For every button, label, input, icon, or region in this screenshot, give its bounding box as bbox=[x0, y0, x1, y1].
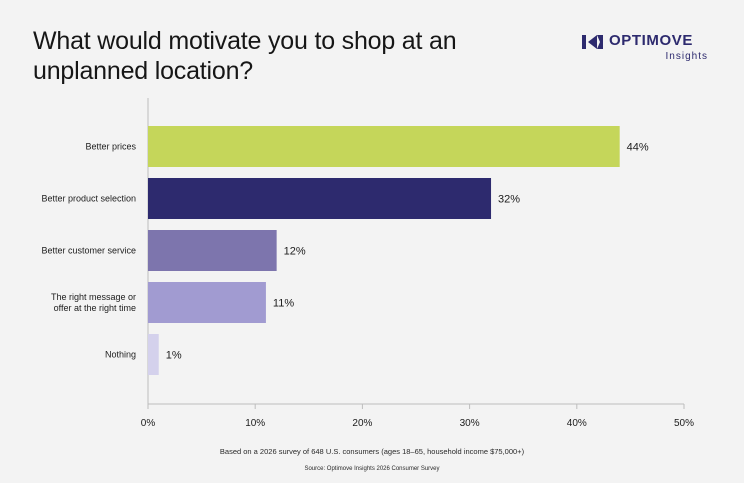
bar-4 bbox=[148, 334, 159, 375]
chart-title: What would motivate you to shop at an un… bbox=[33, 27, 457, 85]
x-tick-label-2: 20% bbox=[352, 418, 372, 429]
category-label-1: Better product selection bbox=[41, 194, 136, 204]
value-label-1: 32% bbox=[498, 194, 520, 206]
x-tick-label-5: 50% bbox=[674, 418, 694, 429]
bar-2 bbox=[148, 230, 277, 271]
category-label-4: Nothing bbox=[105, 350, 136, 360]
category-label-2: Better customer service bbox=[41, 246, 136, 256]
bar-1 bbox=[148, 178, 492, 219]
logo-subtitle: Insights bbox=[665, 51, 708, 62]
x-tick-label-4: 40% bbox=[567, 418, 587, 429]
survey-footnote: Based on a 2026 survey of 648 U.S. consu… bbox=[219, 447, 525, 456]
bar-0 bbox=[148, 126, 620, 167]
value-label-2: 12% bbox=[284, 246, 306, 258]
optimove-logo-icon bbox=[582, 35, 603, 49]
x-tick-label-0: 0% bbox=[141, 418, 156, 429]
value-label-4: 1% bbox=[166, 350, 182, 362]
value-label-3: 11% bbox=[273, 298, 294, 310]
bar-3 bbox=[148, 282, 266, 323]
x-tick-label-1: 10% bbox=[245, 418, 265, 429]
logo-wordmark: OPTIMOVE bbox=[609, 32, 693, 49]
x-tick-label-3: 30% bbox=[460, 418, 480, 429]
optimove-logo: OPTIMOVE Insights bbox=[582, 30, 712, 64]
value-label-0: 44% bbox=[627, 142, 649, 154]
category-label-0: Better prices bbox=[85, 142, 136, 152]
category-label-3: The right message or offer at the right t… bbox=[51, 292, 136, 313]
source-note: Source: Optimove Insights 2026 Consumer … bbox=[304, 466, 440, 472]
